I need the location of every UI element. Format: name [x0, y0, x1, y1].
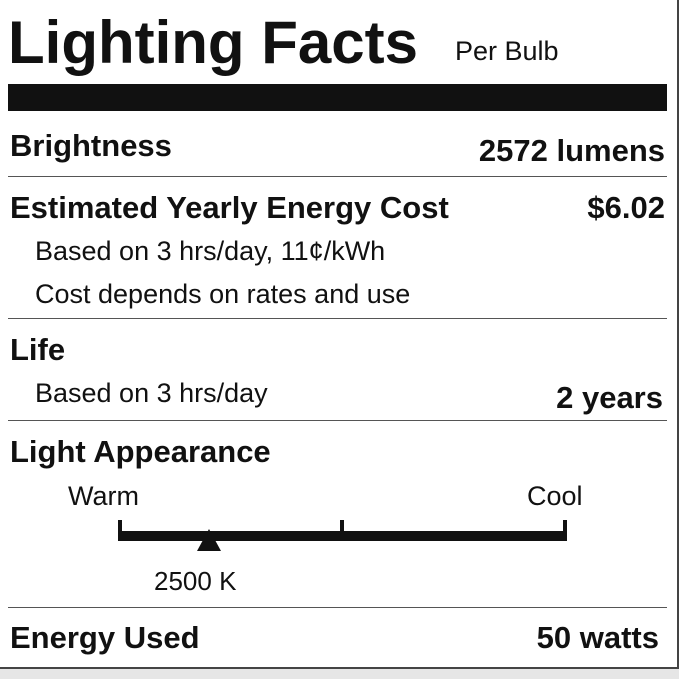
color-temperature-scale	[118, 531, 567, 541]
brightness-value: 2572 lumens	[478, 133, 665, 168]
life-note: Based on 3 hrs/day	[35, 378, 268, 408]
life-value: 2 years	[556, 380, 663, 415]
scale-tick-right	[563, 520, 567, 534]
color-temperature-value: 2500 K	[154, 566, 237, 596]
life-label: Life	[10, 332, 66, 367]
scale-tick-mid	[340, 520, 344, 534]
brightness-label: Brightness	[10, 128, 172, 163]
label-subtitle: Per Bulb	[455, 36, 559, 66]
divider	[8, 607, 667, 608]
divider	[8, 420, 667, 421]
cost-note-depends: Cost depends on rates and use	[35, 279, 411, 309]
scale-tick-left	[118, 520, 122, 534]
scale-warm-label: Warm	[68, 481, 139, 511]
appearance-label: Light Appearance	[10, 434, 271, 469]
energy-label: Energy Used	[10, 620, 200, 655]
scale-cool-label: Cool	[527, 481, 583, 511]
cost-value: $6.02	[587, 190, 665, 225]
cost-label: Estimated Yearly Energy Cost	[10, 190, 449, 225]
divider	[8, 318, 667, 319]
divider	[8, 176, 667, 177]
energy-value: 50 watts	[536, 620, 659, 655]
title-bar-divider	[8, 84, 667, 111]
color-temperature-marker	[197, 529, 221, 551]
label-title: Lighting Facts	[8, 9, 418, 76]
cost-note-rate: Based on 3 hrs/day, 11¢/kWh	[35, 236, 386, 266]
